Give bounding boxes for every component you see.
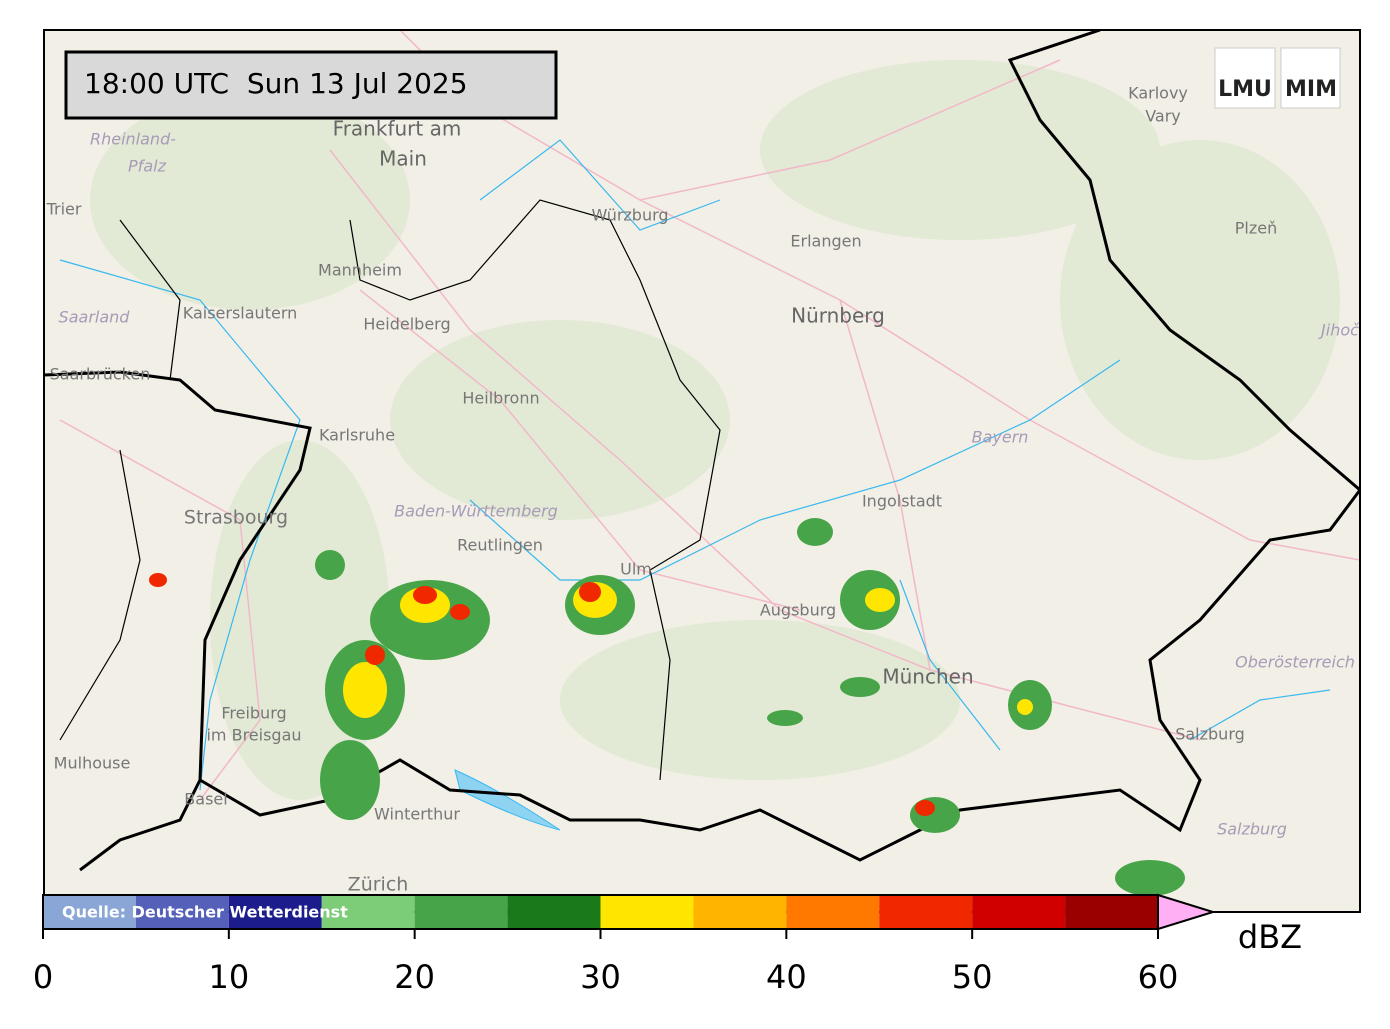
city-label: Würzburg: [591, 206, 668, 225]
logos: LMU MIM: [1214, 47, 1341, 109]
city-label: Erlangen: [790, 232, 861, 251]
colorbar-segment: [43, 895, 136, 929]
colorbar-label: dBZ: [1238, 918, 1302, 956]
logo-box: [1214, 47, 1276, 109]
city-label: Heilbronn: [462, 389, 539, 408]
city-label: Frankfurt am: [333, 117, 462, 141]
city-label: Nürnberg: [791, 304, 885, 328]
city-label: Zürich: [348, 874, 409, 896]
timestamp-box: [64, 50, 558, 120]
colorbar-tick-label: 20: [394, 958, 435, 996]
colorbar-segment: [879, 895, 973, 929]
city-label: München: [882, 665, 973, 689]
city-label: Karlsruhe: [319, 426, 395, 445]
colorbar-segment: [1065, 895, 1158, 929]
logo: LMU: [1218, 77, 1272, 102]
colorbar-tick-label: 0: [33, 958, 53, 996]
city-label: Salzburg: [1175, 725, 1245, 744]
logo-box: [1280, 47, 1341, 109]
colorbar-segment: [972, 895, 1066, 929]
region-label: Jihoč: [1318, 321, 1360, 340]
colorbar-segment: [600, 895, 694, 929]
colorbar-segment: [786, 895, 880, 929]
colorbar-segment: [693, 895, 787, 929]
logo: MIM: [1285, 77, 1337, 102]
city-label: Reutlingen: [457, 536, 543, 555]
colorbar-tick-label: 40: [766, 958, 807, 996]
rivers: [59, 139, 1331, 791]
colorbar-tick-label: 30: [580, 958, 621, 996]
city-label: Vary: [1145, 107, 1181, 126]
city-label: Winterthur: [374, 805, 460, 824]
city-label: Mulhouse: [54, 754, 131, 773]
colorbar-segment: [414, 895, 508, 929]
city-label: Saarbrücken: [50, 365, 151, 384]
colorbar-segment: [321, 895, 415, 929]
region-label: Pfalz: [128, 157, 167, 176]
region-label: Baden-Württemberg: [394, 502, 558, 521]
colorbar-segment: [135, 895, 229, 929]
region-label: Saarland: [59, 308, 131, 327]
city-label: Ulm: [620, 560, 652, 579]
borders: [44, 30, 1360, 872]
radar-echoes: [149, 518, 1185, 896]
city-label: Ingolstadt: [862, 492, 942, 511]
lake: [454, 769, 561, 831]
city-label: Plzeň: [1235, 219, 1277, 238]
source-credit: Quelle: Deutscher Wetterdienst: [62, 903, 348, 922]
region-label: Rheinland-: [90, 130, 176, 149]
city-label: Main: [379, 147, 427, 171]
timestamp: 18:00 UTC Sun 13 Jul 2025: [84, 67, 468, 100]
city-label: im Breisgau: [206, 726, 301, 745]
city-label: Karlovy: [1128, 84, 1188, 103]
city-label: Strasbourg: [184, 507, 288, 529]
city-label: Trier: [46, 200, 82, 219]
city-label: Kaiserslautern: [183, 304, 298, 323]
colorbar-tick-label: 10: [208, 958, 249, 996]
city-label: Heidelberg: [363, 315, 450, 334]
map: Rheinland- Pfalz Frankfurt am Main Trier…: [44, 30, 1360, 912]
colorbar-tick-label: 50: [952, 958, 993, 996]
colorbar-segment: [228, 895, 322, 929]
place-labels: Rheinland- Pfalz Frankfurt am Main Trier…: [46, 84, 1360, 896]
city-label: Basel: [184, 790, 227, 809]
city-label: Augsburg: [760, 601, 836, 620]
region-label: Salzburg: [1217, 820, 1287, 839]
city-label: Mannheim: [318, 261, 402, 280]
colorbar-segment: [507, 895, 601, 929]
city-label: Freiburg: [221, 704, 286, 723]
colorbar-tick-label: 60: [1138, 958, 1179, 996]
terrain: [90, 60, 1340, 800]
region-label: Bayern: [972, 428, 1029, 447]
colorbar: Quelle: Deutscher Wetterdienst 0 10 20 30 40 5…: [33, 893, 1302, 996]
region-label: Oberösterreich: [1235, 653, 1355, 672]
